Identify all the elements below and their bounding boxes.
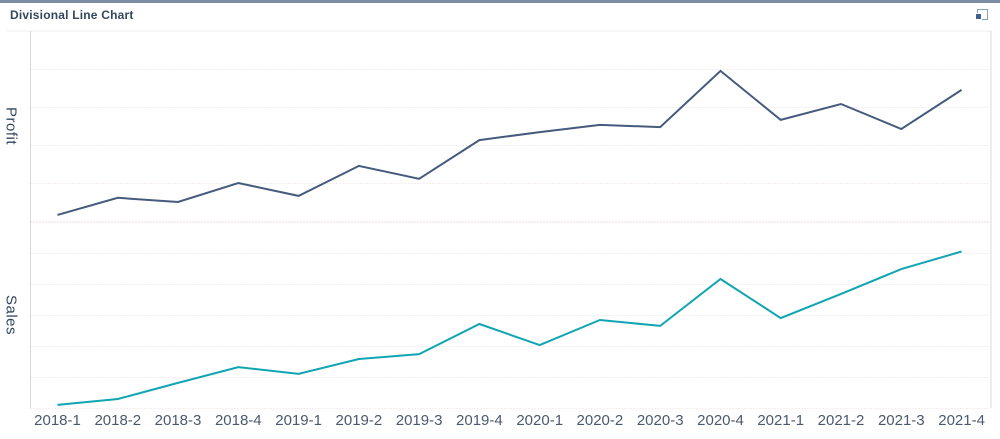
x-tick-label: 2021-4 — [938, 412, 985, 429]
x-tick-label: 2019-2 — [336, 412, 383, 429]
widget-title: Divisional Line Chart — [10, 8, 134, 22]
x-tick-label: 2018-2 — [94, 412, 141, 429]
widget-header: Divisional Line Chart — [0, 3, 1000, 30]
x-tick-label: 2019-4 — [456, 412, 503, 429]
x-tick-label: 2020-4 — [697, 412, 744, 429]
profit-line-series[interactable] — [57, 69, 963, 216]
x-tick-label: 2020-1 — [516, 412, 563, 429]
x-tick-label: 2021-1 — [757, 412, 804, 429]
x-tick-label: 2018-1 — [34, 412, 81, 429]
maximize-icon — [974, 9, 988, 20]
x-tick-label: 2021-3 — [878, 412, 925, 429]
y-axis-label-sales: Sales — [2, 294, 20, 336]
x-tick-label: 2019-3 — [396, 412, 443, 429]
x-tick-label: 2020-3 — [637, 412, 684, 429]
x-tick-label: 2021-2 — [818, 412, 865, 429]
widget-top-accent — [0, 0, 1000, 3]
x-tick-label: 2020-2 — [577, 412, 624, 429]
sales-line-series[interactable] — [57, 250, 962, 406]
x-tick-label: 2019-1 — [275, 412, 322, 429]
maximize-button[interactable] — [973, 9, 989, 25]
x-tick-label: 2018-4 — [215, 412, 262, 429]
y-axis-label-profit: Profit — [2, 106, 20, 145]
x-tick-label: 2018-3 — [155, 412, 202, 429]
